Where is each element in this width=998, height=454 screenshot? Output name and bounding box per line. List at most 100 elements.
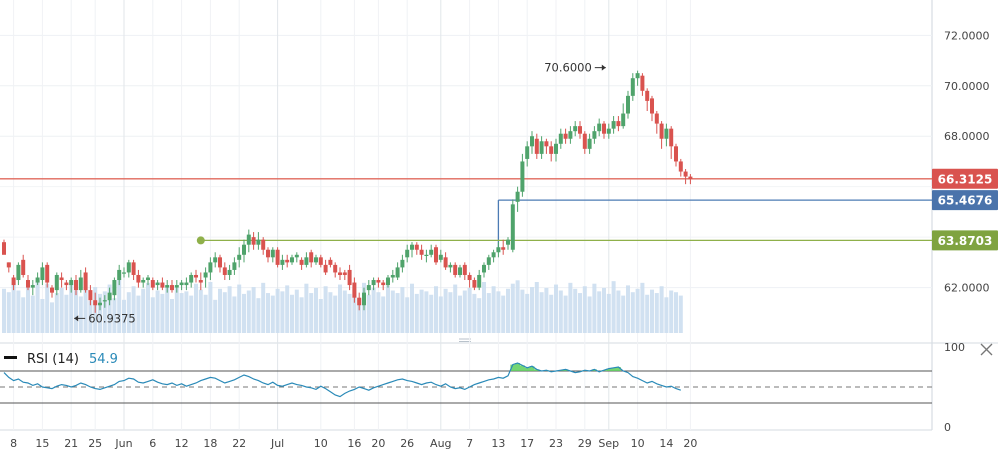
candle-body <box>155 282 160 286</box>
volume-bar <box>165 285 170 333</box>
volume-bar <box>467 287 472 333</box>
candle-body <box>400 259 405 268</box>
volume-bar <box>35 280 40 333</box>
volume-bar <box>674 292 678 333</box>
volume-bar <box>429 294 434 333</box>
candle-body <box>270 249 275 258</box>
candle-body <box>674 146 678 162</box>
candle-body <box>50 287 54 293</box>
main-plot-bg <box>0 0 932 333</box>
candle-body <box>419 249 424 255</box>
candle-body <box>74 280 78 291</box>
annotation-arrowhead <box>601 64 606 71</box>
close-icon[interactable] <box>980 343 993 356</box>
volume-bar <box>117 279 122 333</box>
volume-bar <box>573 288 578 333</box>
candle-body <box>30 285 35 288</box>
volume-bar <box>434 286 438 333</box>
volume-bar <box>88 300 93 333</box>
candle-body <box>126 262 131 273</box>
volume-bar <box>366 294 371 333</box>
volume-bar <box>40 299 45 333</box>
rsi-tick-label: 100 <box>944 341 965 354</box>
price-lines <box>0 178 932 251</box>
candle-body <box>654 113 659 124</box>
candle-body <box>2 242 6 255</box>
x-tick-label: 26 <box>400 437 414 450</box>
candle-body <box>203 272 208 278</box>
candle-body <box>227 269 232 275</box>
candle-body <box>112 280 117 296</box>
candle-body <box>626 95 630 114</box>
candle-body <box>198 280 203 283</box>
candle-body <box>6 262 11 268</box>
candle-body <box>275 249 280 265</box>
x-tick-label: 8 <box>10 437 17 450</box>
candle-body <box>213 257 218 263</box>
volume-bar <box>78 296 83 333</box>
candle-body <box>530 136 534 147</box>
candle-body <box>136 274 141 283</box>
volume-bar <box>136 295 141 333</box>
candle-body <box>150 280 155 288</box>
candle-body <box>314 257 318 263</box>
candle-body <box>98 302 102 306</box>
annotation-arrowhead <box>74 315 79 322</box>
candle-body <box>520 161 525 192</box>
candle-body <box>78 277 83 291</box>
candle-body <box>602 123 606 134</box>
price-badge-label: 66.3125 <box>938 172 993 186</box>
volume-bars <box>2 279 683 333</box>
volume-bar <box>395 293 400 333</box>
volume-bar <box>563 295 568 333</box>
volume-bar <box>242 293 246 333</box>
volume-bar <box>294 289 299 333</box>
volume-bar <box>347 293 352 333</box>
candle-body <box>141 280 146 283</box>
volume-bar <box>506 288 510 333</box>
candle-body <box>16 264 21 281</box>
candle-body <box>366 285 371 291</box>
candle-body <box>59 277 64 281</box>
candle-body <box>266 249 270 258</box>
candle-body <box>438 254 443 260</box>
volume-bar <box>371 287 376 333</box>
candle-body <box>592 131 597 139</box>
rsi-legend-swatch <box>4 356 17 359</box>
volume-bar <box>386 285 390 333</box>
volume-bar <box>189 295 194 333</box>
candle-body <box>54 274 59 291</box>
volume-bar <box>290 294 294 333</box>
volume-bar <box>534 282 539 333</box>
grid <box>0 0 998 431</box>
volume-bar <box>659 286 664 333</box>
volume-bar <box>222 292 227 333</box>
volume-bar <box>640 282 645 333</box>
volume-bar <box>419 289 424 333</box>
volume-bar <box>587 296 592 333</box>
volume-bar <box>621 295 626 333</box>
volume-bar <box>246 290 251 333</box>
y-tick-label: 70.0000 <box>944 80 990 93</box>
volume-bar <box>314 287 318 333</box>
close-icon-stroke <box>980 343 993 356</box>
volume-bar <box>458 295 462 333</box>
x-tick-label: 17 <box>520 437 534 450</box>
rsi-line <box>3 362 681 398</box>
rsi-title: RSI (14) <box>27 352 79 367</box>
volume-bar <box>328 292 333 333</box>
volume-bar <box>414 293 419 333</box>
volume-bar <box>237 284 242 333</box>
volume-bar <box>74 290 78 333</box>
volume-bar <box>515 280 520 333</box>
volume-bar <box>482 282 486 333</box>
volume-bar <box>126 292 131 333</box>
volume-bar <box>405 297 410 333</box>
candle-body <box>318 257 323 265</box>
volume-bar <box>179 293 184 333</box>
volume-bar <box>626 285 630 333</box>
volume-bar <box>602 287 606 333</box>
x-tick-label: Jul <box>270 437 284 450</box>
volume-bar <box>630 292 635 333</box>
x-tick-label: Aug <box>430 437 451 450</box>
